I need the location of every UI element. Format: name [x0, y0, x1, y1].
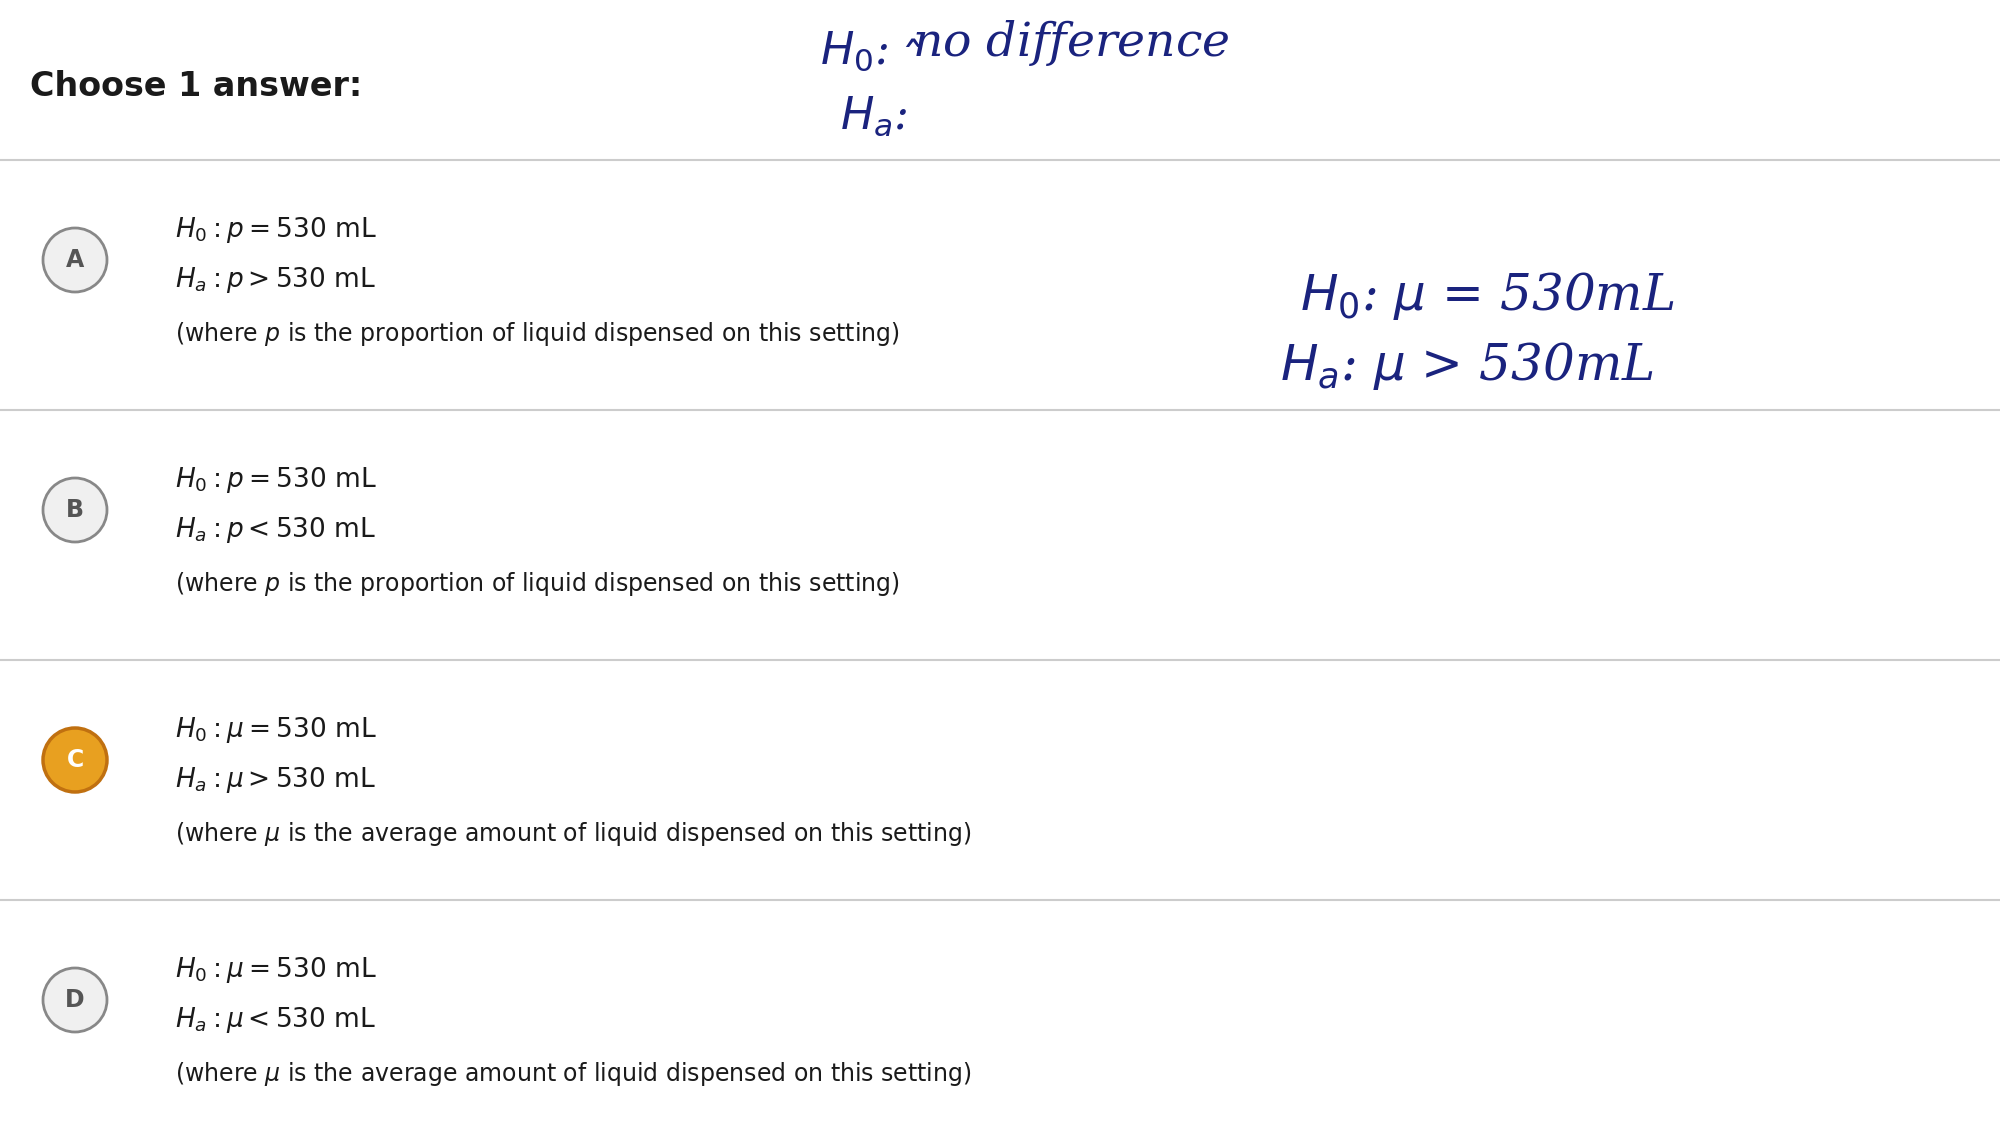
Ellipse shape [44, 478, 108, 542]
Text: (where $\mu$ is the average amount of liquid dispensed on this setting): (where $\mu$ is the average amount of li… [176, 1060, 972, 1088]
Text: $H_0$:: $H_0$: [820, 30, 888, 73]
Text: $H_a$: $\mu$ > 530mL: $H_a$: $\mu$ > 530mL [1280, 340, 1654, 392]
Text: $H_a : p > 530\text{ mL}$: $H_a : p > 530\text{ mL}$ [176, 265, 376, 295]
Ellipse shape [44, 228, 108, 292]
Text: $H_0 : \mu = 530\text{ mL}$: $H_0 : \mu = 530\text{ mL}$ [176, 955, 376, 986]
Text: $H_a$:: $H_a$: [840, 95, 908, 139]
Text: D: D [66, 988, 84, 1012]
Text: $H_0 : \mu = 530\text{ mL}$: $H_0 : \mu = 530\text{ mL}$ [176, 715, 376, 745]
Text: $H_a : \mu > 530\text{ mL}$: $H_a : \mu > 530\text{ mL}$ [176, 766, 376, 795]
Text: $H_a : p < 530\text{ mL}$: $H_a : p < 530\text{ mL}$ [176, 515, 376, 545]
Text: (where $\mu$ is the average amount of liquid dispensed on this setting): (where $\mu$ is the average amount of li… [176, 821, 972, 848]
Text: (where $p$ is the proportion of liquid dispensed on this setting): (where $p$ is the proportion of liquid d… [176, 320, 900, 348]
Text: B: B [66, 499, 84, 521]
Text: A: A [66, 248, 84, 272]
Ellipse shape [44, 728, 108, 792]
Text: $H_a : \mu < 530\text{ mL}$: $H_a : \mu < 530\text{ mL}$ [176, 1005, 376, 1035]
Ellipse shape [44, 968, 108, 1033]
Text: C: C [66, 748, 84, 772]
Text: Choose 1 answer:: Choose 1 answer: [30, 70, 362, 103]
Text: $\hat{}$no difference: $\hat{}$no difference [904, 18, 1230, 68]
Text: $H_0 : p = 530\text{ mL}$: $H_0 : p = 530\text{ mL}$ [176, 215, 376, 245]
Text: $H_0 : p = 530\text{ mL}$: $H_0 : p = 530\text{ mL}$ [176, 465, 376, 495]
Text: $H_0$: $\mu$ = 530mL: $H_0$: $\mu$ = 530mL [1300, 270, 1674, 322]
Text: (where $p$ is the proportion of liquid dispensed on this setting): (where $p$ is the proportion of liquid d… [176, 570, 900, 598]
